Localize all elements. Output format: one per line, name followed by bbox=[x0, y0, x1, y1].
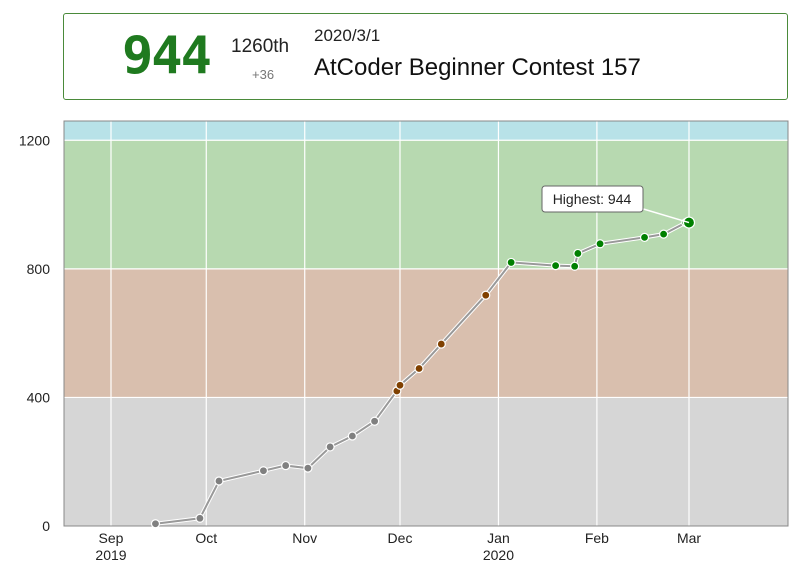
current-rating: 944 bbox=[122, 26, 212, 86]
x-tick-label: Sep bbox=[99, 530, 124, 546]
highest-label: Highest: 944 bbox=[553, 191, 632, 207]
rating-band-0 bbox=[64, 397, 788, 526]
rating-band-3 bbox=[64, 121, 788, 141]
rating-point bbox=[325, 442, 335, 452]
rating-point bbox=[195, 513, 205, 523]
y-tick-label: 1200 bbox=[19, 132, 50, 148]
rating-point bbox=[395, 380, 405, 390]
rating-band-2 bbox=[64, 140, 788, 269]
rating-point bbox=[258, 466, 269, 476]
contest-date: 2020/3/1 bbox=[314, 26, 381, 45]
rating-point bbox=[551, 261, 561, 271]
rating-point bbox=[281, 460, 291, 471]
rating-point bbox=[150, 519, 161, 529]
rating-band-1 bbox=[64, 268, 788, 398]
x-tick-label: Nov bbox=[292, 530, 317, 546]
y-tick-label: 400 bbox=[27, 389, 51, 405]
x-tick-label: Feb bbox=[585, 530, 609, 546]
contest-status-card: 944 1260th +36 2020/3/1 AtCoder Beginner… bbox=[63, 13, 788, 100]
x-tick-year-label: 2019 bbox=[95, 547, 126, 563]
rating-point bbox=[573, 248, 583, 259]
rating-point bbox=[303, 463, 313, 473]
rating-point bbox=[595, 239, 605, 249]
highest-label-box bbox=[541, 185, 644, 213]
rating-point bbox=[369, 416, 380, 426]
rating-point bbox=[436, 339, 446, 349]
x-tick-label: Jan bbox=[487, 530, 510, 546]
rating-diff: +36 bbox=[252, 67, 275, 82]
rating-point bbox=[658, 229, 669, 239]
x-tick-label: Oct bbox=[195, 530, 217, 546]
plot-frame bbox=[63, 120, 789, 527]
rating-point bbox=[639, 232, 650, 242]
y-tick-label: 800 bbox=[27, 261, 51, 277]
contest-name: AtCoder Beginner Contest 157 bbox=[314, 54, 641, 81]
rating-point bbox=[481, 290, 491, 300]
x-tick-year-label: 2020 bbox=[483, 547, 514, 563]
rating-point bbox=[347, 431, 357, 441]
contest-place: 1260th bbox=[231, 36, 290, 57]
rating-point bbox=[570, 261, 580, 271]
rating-point bbox=[214, 476, 224, 486]
y-tick-label: 0 bbox=[42, 518, 50, 534]
x-tick-label: Dec bbox=[388, 530, 413, 546]
highest-callout-line bbox=[639, 207, 690, 224]
x-tick-label: Mar bbox=[677, 530, 701, 546]
rating-point bbox=[506, 257, 516, 268]
rating-point bbox=[414, 363, 424, 374]
